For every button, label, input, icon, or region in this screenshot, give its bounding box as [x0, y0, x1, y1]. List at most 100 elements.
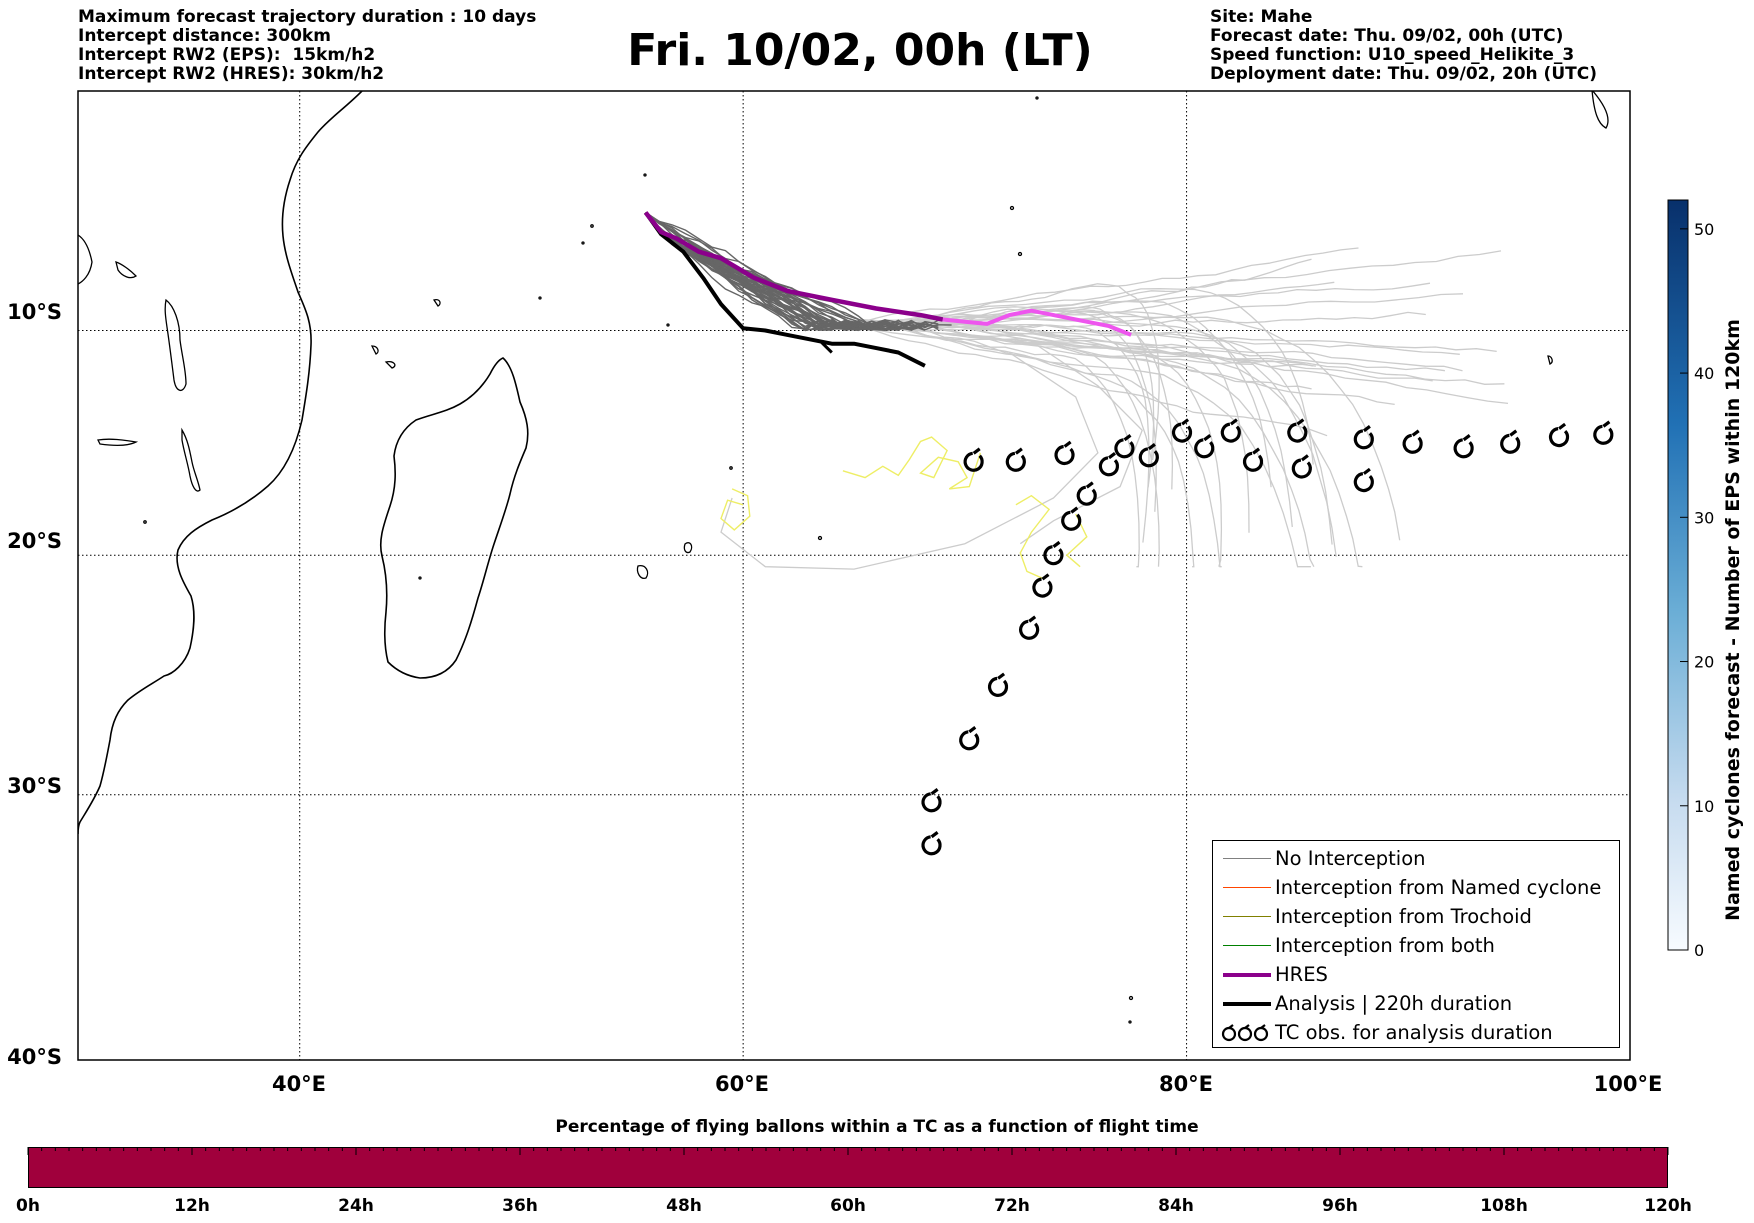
trochoid-tracks: [720, 436, 1088, 579]
legend-swatch: [1223, 973, 1271, 977]
trochoid-loop: [1065, 513, 1088, 568]
eps-member-later: [720, 351, 1099, 570]
small-islands: [143, 91, 1609, 1024]
cyclone-ring: [1220, 422, 1241, 443]
cyclone-symbol-icon: [1054, 440, 1075, 466]
eps-member-later: [898, 324, 1150, 543]
cyclone-ring: [1098, 456, 1120, 477]
eps-member-later: [924, 323, 1497, 353]
lon-label: 80°E: [1158, 1072, 1214, 1096]
legend-item-no-interception: No Interception: [1213, 845, 1619, 873]
cyclone-ring: [1402, 433, 1423, 454]
eps-member-later: [898, 327, 1195, 568]
cyclone-symbol-icon: [1194, 434, 1215, 459]
cyclone-symbol-icon: [921, 788, 942, 813]
legend-item-analysis: Analysis | 220h duration: [1213, 990, 1619, 1018]
header-left-line: Intercept RW2 (EPS): 15km/h2: [78, 45, 376, 65]
lat-label: 30°S: [7, 774, 62, 798]
legend-swatch: [1223, 916, 1271, 917]
cyclone-symbol-icon: [1005, 447, 1026, 472]
percentage-tick-label: 0h: [16, 1196, 40, 1216]
cyclone-ring: [1291, 458, 1312, 479]
cyclone-tail: [1300, 454, 1309, 462]
cyclone-tail: [1181, 418, 1190, 426]
percentage-bar-title: Percentage of flying ballons within a TC…: [555, 1117, 1199, 1137]
percentage-tick-label: 36h: [502, 1196, 538, 1216]
legend-item-named-cyclone: Interception from Named cyclone: [1213, 874, 1619, 902]
cyclone-symbol-icon: [963, 447, 984, 472]
cyclone-tail: [1108, 452, 1116, 460]
header-left-line: Maximum forecast trajectory duration : 1…: [78, 7, 537, 27]
cyclone-tail: [1147, 443, 1156, 451]
cyclone-ring: [1032, 577, 1053, 598]
legend-swatch: [1223, 945, 1271, 946]
cyclone-tail: [1602, 420, 1611, 428]
lon-label: 40°E: [271, 1072, 327, 1096]
colorbar-tick-label: 30: [1694, 508, 1714, 527]
eps-member-later: [924, 321, 1333, 545]
cyclone-ring: [1353, 472, 1374, 493]
header-left-line: Intercept RW2 (HRES): 30km/h2: [78, 64, 385, 84]
cyclone-symbol-icon: [1291, 454, 1312, 479]
legend-swatch: [1223, 1002, 1271, 1006]
lake-small: [115, 261, 138, 279]
trochoid-loop: [720, 488, 751, 531]
percentage-bar-minor-ticks: [27, 1147, 1669, 1155]
cyclone-ring: [963, 451, 984, 472]
tc-observations: [921, 418, 1614, 856]
header-left-line: Intercept distance: 300km: [78, 26, 331, 46]
cyclone-ring: [1019, 619, 1040, 640]
cyclone-tail: [968, 726, 977, 734]
cyclone-symbol-icon: [1548, 422, 1570, 448]
analysis-line-spur: [819, 340, 833, 354]
cyclone-ring: [1500, 433, 1521, 454]
map-frame: [77, 90, 1631, 1061]
eps-member-later: [911, 329, 1222, 568]
cyclone-symbol-icon: [1242, 447, 1264, 472]
coastline-madagascar: [379, 357, 529, 679]
cyclone-tail: [1052, 540, 1061, 548]
legend-item-tc-obs: TC obs. for analysis duration: [1213, 1019, 1619, 1047]
cyclone-tail: [997, 672, 1006, 680]
cyclone-tail: [1296, 418, 1305, 426]
coastline-africa: [78, 91, 363, 835]
analysis-line: [643, 211, 926, 368]
cyclone-tail: [972, 447, 981, 455]
colorbar-ticks: 0 10 20 30 40 50: [1680, 220, 1714, 960]
cyclone-symbol-icon: [1453, 434, 1474, 459]
lon-label: 60°E: [714, 1072, 770, 1096]
cyclone-ring: [987, 676, 1009, 697]
cyclone-tail: [1362, 425, 1371, 433]
colorbar-blues: [1667, 199, 1689, 951]
cyclone-symbol-icon: [1171, 418, 1193, 443]
legend-label: Interception from Trochoid: [1275, 905, 1532, 928]
percentage-tick-label: 48h: [666, 1196, 702, 1216]
lake-victoria: [78, 234, 93, 285]
colorbar-tick-label: 10: [1694, 797, 1714, 816]
lat-label: 10°S: [7, 300, 62, 324]
legend-swatch: [1223, 858, 1271, 859]
legend-label: Interception from Named cyclone: [1275, 876, 1602, 899]
cyclone-symbol-icon: [959, 726, 980, 751]
eps-member-later: [938, 319, 1463, 372]
percentage-tick-label: 120h: [1644, 1196, 1692, 1216]
cyclone-symbol-icon: [1221, 1024, 1269, 1042]
cyclone-tail: [1462, 434, 1471, 442]
trochoid-loop: [842, 436, 982, 490]
colorbar-tick-label: 50: [1694, 220, 1714, 239]
cyclone-ring: [1054, 444, 1075, 466]
eps-member-later: [884, 325, 1311, 568]
eps-member-later: [1019, 340, 1143, 545]
percentage-tick-label: 108h: [1480, 1196, 1528, 1216]
percentage-tick-label: 60h: [830, 1196, 866, 1216]
legend-label: HRES: [1275, 963, 1328, 986]
legend-swatch: [1223, 887, 1271, 888]
cyclone-tail: [930, 831, 939, 839]
cyclone-tail: [1203, 434, 1212, 442]
colorbar-tick-label: 0: [1694, 941, 1704, 960]
lake-kariba: [97, 438, 139, 446]
colorbar-title-text: Named cyclones forecast - Number of EPS …: [1722, 319, 1744, 921]
cyclone-ring: [1353, 429, 1374, 450]
cyclone-symbol-icon: [1061, 506, 1082, 531]
percentage-tick-label: 84h: [1158, 1196, 1194, 1216]
